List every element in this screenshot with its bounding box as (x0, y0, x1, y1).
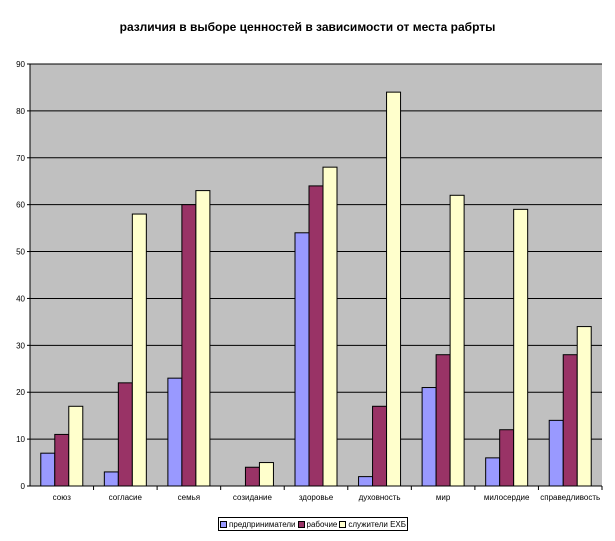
legend-label: предприниматели (229, 519, 296, 529)
y-tick-labels: 0 10 20 30 40 50 60 70 80 90 (16, 60, 30, 491)
x-tick-label: милосердие (484, 493, 530, 502)
x-tick-label: созидание (233, 493, 273, 502)
x-tick-labels: союз согласие семья созидание здоровье духовн… (53, 486, 603, 502)
bar (258, 462, 274, 487)
bars (40, 91, 592, 487)
bar (485, 457, 501, 487)
bar (548, 419, 564, 487)
bar (372, 405, 388, 487)
bar (40, 452, 56, 487)
legend-item: предприниматели (220, 520, 296, 529)
bar (421, 387, 437, 487)
bar (358, 476, 374, 487)
legend-label: служители ЕХБ (348, 519, 406, 529)
x-tick-label: духовность (359, 493, 401, 502)
legend-swatch (220, 520, 227, 528)
bar (103, 471, 119, 487)
bar (195, 190, 211, 487)
bar (322, 166, 338, 487)
y-tick-label: 20 (16, 388, 25, 397)
bar (68, 405, 84, 487)
legend-item: рабочие (297, 519, 338, 529)
y-tick-label: 80 (16, 107, 25, 116)
y-tick-label: 90 (16, 60, 25, 69)
legend-swatch (339, 520, 347, 528)
chart-title: различия в выборе ценностей в зависимост… (119, 20, 496, 34)
bar (244, 466, 260, 487)
bar (294, 232, 310, 487)
y-tick-label: 0 (21, 482, 26, 491)
x-tick-label: союз (53, 493, 72, 502)
bar (54, 433, 70, 487)
bar (449, 194, 465, 487)
legend-label: рабочие (306, 519, 338, 529)
axes (29, 64, 602, 487)
bar (435, 354, 451, 487)
y-tick-label: 70 (16, 154, 25, 163)
legend-item: служители ЕХБ (339, 520, 406, 529)
y-tick-label: 60 (16, 201, 25, 210)
bar (576, 326, 592, 487)
bar (167, 377, 183, 487)
legend: предприниматели рабочие служители ЕХБ (218, 517, 408, 531)
bar (499, 429, 515, 487)
bar (117, 382, 133, 487)
x-tick-label: мир (436, 493, 451, 502)
x-tick-label: справедливость (540, 493, 600, 502)
y-tick-label: 50 (16, 248, 25, 257)
bar (308, 185, 324, 487)
x-tick-label: согласие (109, 493, 143, 502)
y-tick-label: 30 (16, 341, 25, 350)
bar (562, 354, 578, 487)
bar (131, 213, 147, 487)
bar (513, 208, 529, 487)
x-tick-label: здоровье (299, 493, 334, 502)
y-tick-label: 10 (16, 435, 25, 444)
bar (386, 91, 402, 487)
bar (181, 204, 197, 487)
y-tick-label: 40 (16, 294, 25, 303)
legend-swatch (297, 520, 305, 528)
x-tick-label: семья (178, 493, 200, 502)
